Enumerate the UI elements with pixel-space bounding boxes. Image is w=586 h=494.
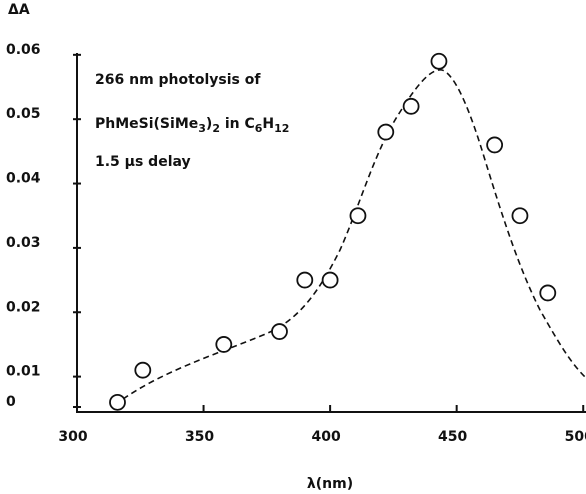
data-point — [349, 207, 367, 225]
y-tick-label: 0 — [6, 394, 16, 410]
annotation: 1.5 μs delay — [95, 154, 191, 170]
data-point — [377, 123, 395, 141]
x-tick-label: 400 — [311, 429, 340, 445]
data-point — [134, 361, 152, 379]
data-point — [296, 271, 314, 289]
annotation: 266 nm photolysis of — [95, 72, 261, 88]
y-tick-label: 0.02 — [6, 299, 41, 315]
data-point — [215, 336, 233, 353]
data-point — [402, 97, 420, 115]
x-tick-label: 300 — [58, 429, 87, 445]
y-tick-label: 0.05 — [6, 106, 41, 122]
x-tick-label: 500 — [565, 429, 586, 445]
data-point — [486, 136, 504, 154]
y-axis-label: ΔA — [8, 2, 30, 18]
x-tick-label: 350 — [185, 429, 214, 445]
data-point — [271, 323, 288, 340]
data-point — [539, 284, 557, 302]
fit-curve — [114, 69, 586, 406]
axes — [76, 53, 586, 413]
y-tick-label: 0.04 — [6, 171, 41, 187]
y-tick-label: 0.01 — [6, 364, 41, 380]
data-point — [511, 207, 529, 225]
y-tick-label: 0.03 — [6, 235, 41, 251]
y-tick-label: 0.06 — [6, 42, 41, 58]
data-point — [321, 271, 339, 289]
data-point — [109, 393, 126, 411]
annotation: PhMeSi(SiMe3)2 in C6H12 — [95, 116, 289, 135]
x-axis-label: λ(nm) — [307, 476, 353, 492]
data-point — [430, 52, 448, 70]
x-tick-label: 450 — [438, 429, 467, 445]
